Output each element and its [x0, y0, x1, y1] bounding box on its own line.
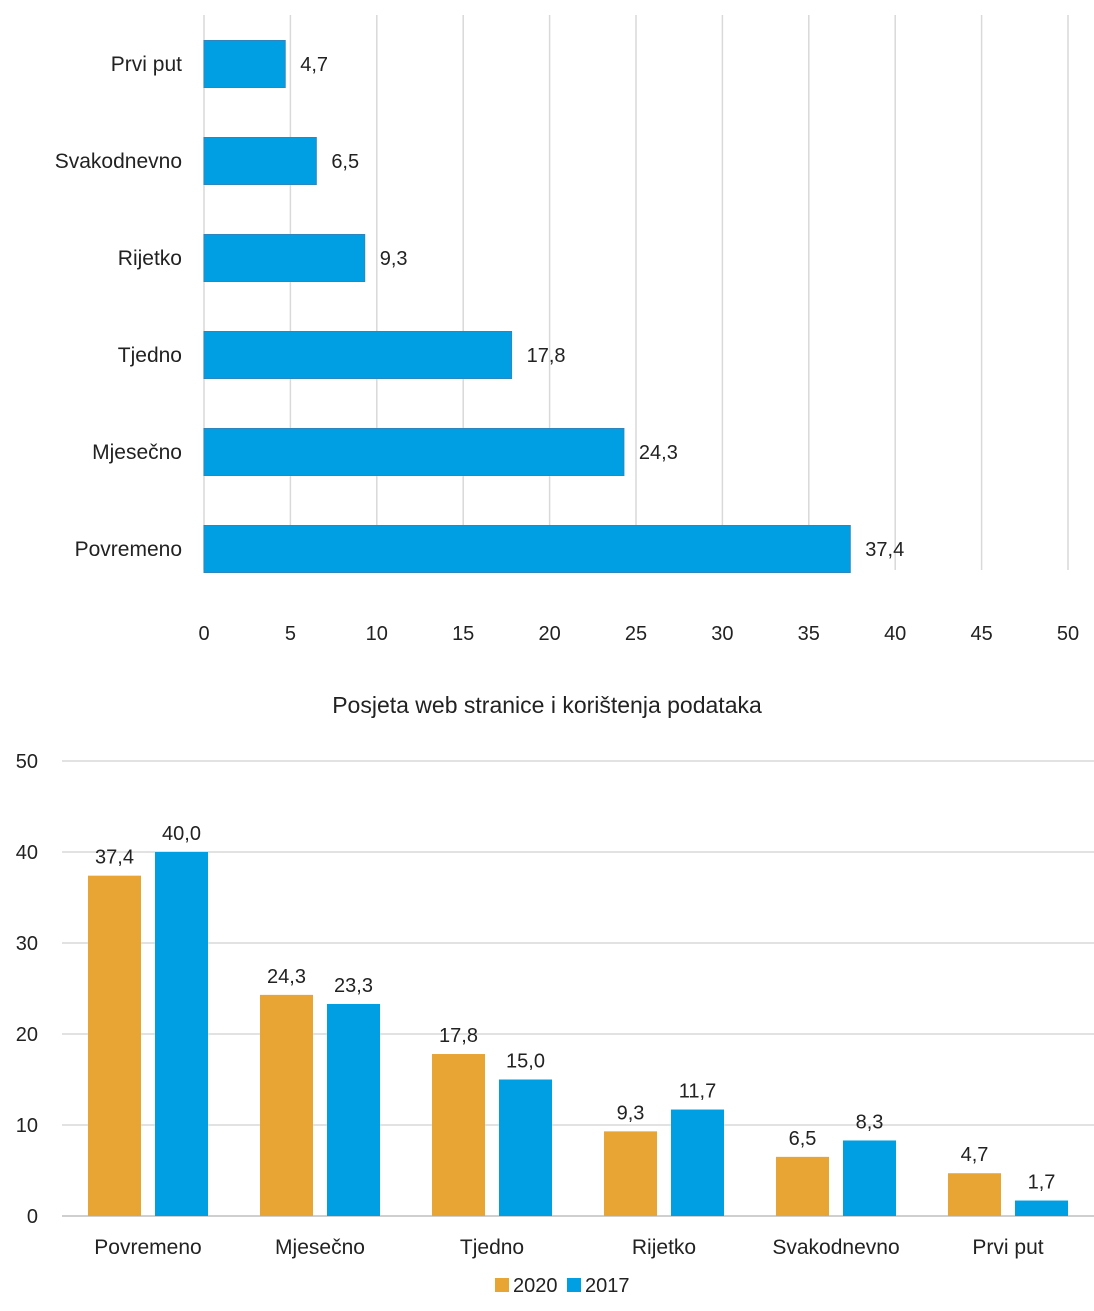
data-label: 1,7 [1028, 1172, 1056, 1194]
x-tick-label: 40 [884, 623, 906, 645]
bar-2017-povremeno [155, 852, 208, 1216]
data-label: 40,0 [162, 823, 201, 845]
category-label: Mjesečno [92, 441, 182, 464]
data-label: 24,3 [639, 442, 678, 464]
data-label: 15,0 [506, 1051, 545, 1073]
x-tick-label: 5 [285, 623, 296, 645]
category-label: Svakodnevno [772, 1236, 899, 1259]
bar-2020-tjedno [432, 1054, 485, 1216]
bar-2020-mjesečno [260, 994, 313, 1216]
horizontal-bar-chart: 0 5 10 15 20 25 30 35 40 45 50 Povremeno 37,4 Mjesečn… [55, 15, 1079, 645]
y-tick-label: 50 [16, 751, 38, 773]
data-label: 8,3 [856, 1111, 884, 1133]
y-tick-label: 0 [27, 1206, 38, 1228]
x-tick-label: 35 [798, 623, 820, 645]
bar-2020-prvi-put [948, 1173, 1001, 1216]
bar-mjesečno [203, 428, 625, 476]
category-label: Svakodnevno [55, 150, 182, 173]
data-label: 17,8 [439, 1025, 478, 1047]
x-tick-label: 50 [1057, 623, 1079, 645]
category-label: Povremeno [94, 1236, 201, 1259]
x-tick-label: 10 [366, 623, 388, 645]
data-label: 9,3 [617, 1102, 645, 1124]
x-tick-label: 20 [538, 623, 560, 645]
grouped-bar-chart: Posjeta web stranice i korištenja podata… [16, 692, 1094, 1297]
bar-svakodnevno [203, 137, 317, 185]
y-tick-label: 30 [16, 933, 38, 955]
category-label: Tjedno [118, 344, 182, 367]
legend-swatch-2020 [495, 1278, 509, 1292]
data-label: 24,3 [267, 966, 306, 988]
category-label: Mjesečno [275, 1236, 365, 1259]
bar-2017-tjedno [499, 1079, 552, 1216]
data-label: 37,4 [865, 539, 904, 561]
data-label: 6,5 [331, 151, 359, 173]
category-label: Prvi put [972, 1236, 1043, 1259]
x-tick-label: 30 [711, 623, 733, 645]
bar-povremeno [203, 525, 851, 573]
category-label: Rijetko [632, 1236, 696, 1259]
x-tick-label: 0 [198, 623, 209, 645]
bar-2017-mjesečno [327, 1003, 380, 1216]
category-label: Tjedno [460, 1236, 524, 1259]
data-label: 17,8 [527, 345, 566, 367]
category-label: Povremeno [75, 538, 182, 561]
bar-tjedno [203, 331, 513, 379]
x-tick-label: 15 [452, 623, 474, 645]
legend-swatch-2017 [567, 1278, 581, 1292]
legend-label-2020: 2020 [513, 1275, 558, 1297]
bar-2020-rijetko [604, 1131, 657, 1216]
y-tick-label: 10 [16, 1115, 38, 1137]
bar-2020-svakodnevno [776, 1156, 829, 1216]
data-label: 23,3 [334, 975, 373, 997]
legend-label-2017: 2017 [585, 1275, 630, 1297]
bar-2017-prvi-put [1015, 1200, 1068, 1216]
data-label: 6,5 [789, 1128, 817, 1150]
bar-2020-povremeno [88, 875, 141, 1216]
chart-title: Posjeta web stranice i korištenja podata… [332, 692, 762, 718]
data-label: 37,4 [95, 847, 134, 869]
y-tick-label: 20 [16, 1024, 38, 1046]
data-label: 11,7 [679, 1081, 716, 1103]
x-tick-label: 45 [970, 623, 992, 645]
bar-2017-rijetko [671, 1109, 724, 1216]
data-label: 9,3 [380, 248, 408, 270]
data-label: 4,7 [961, 1144, 989, 1166]
category-label: Rijetko [118, 247, 182, 270]
category-label: Prvi put [111, 53, 182, 76]
bar-prvi-put [203, 40, 286, 88]
data-label: 4,7 [300, 54, 328, 76]
x-tick-label: 25 [625, 623, 647, 645]
bar-2017-svakodnevno [843, 1140, 896, 1216]
bar-rijetko [203, 234, 366, 282]
y-tick-label: 40 [16, 842, 38, 864]
